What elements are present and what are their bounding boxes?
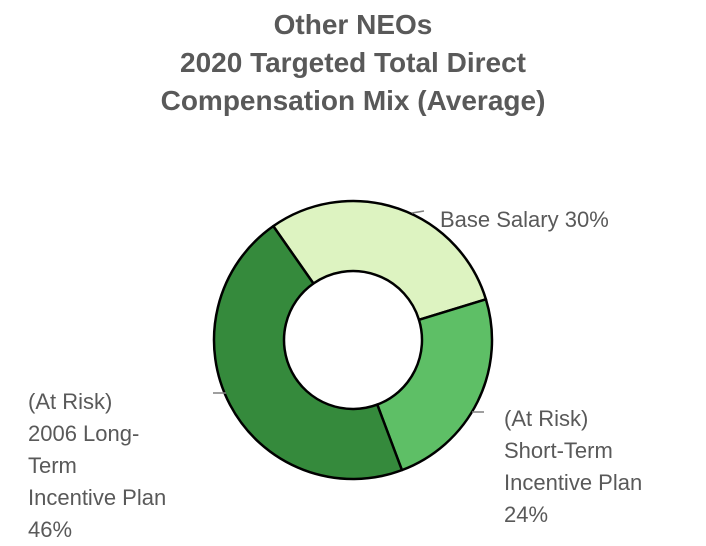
chart-title-line-3: Compensation Mix (Average) <box>160 85 546 116</box>
data-label-long-term: (At Risk) 2006 Long- Term Incentive Plan… <box>28 386 166 546</box>
label-line: 2006 Long- <box>28 421 140 446</box>
slice-base-salary <box>272 199 488 322</box>
leader-lines <box>213 210 484 413</box>
label-line: (At Risk) <box>28 389 113 414</box>
data-label-base-salary: Base Salary 30% <box>440 204 609 236</box>
slice-short-term <box>376 298 494 472</box>
label-line: (At Risk) <box>504 406 589 431</box>
label-line: Term <box>28 453 77 478</box>
label-line: Incentive Plan <box>504 470 643 495</box>
chart-title-line-1: Other NEOs <box>273 9 433 40</box>
label-line: Short-Term <box>504 438 613 463</box>
label-line: Base Salary 30% <box>440 207 609 232</box>
label-line: 24% <box>504 502 549 527</box>
chart-title-line-2: 2020 Targeted Total Direct <box>180 47 526 78</box>
chart-title: Other NEOs 2020 Targeted Total Direct Co… <box>0 6 706 120</box>
donut-slices <box>212 199 494 481</box>
data-label-short-term: (At Risk) Short-Term Incentive Plan 24% <box>504 403 642 531</box>
slice-long-term <box>212 224 404 481</box>
label-line: Incentive Plan <box>28 485 167 510</box>
leader-line-base-salary <box>411 210 425 214</box>
label-line: 46% <box>28 517 73 542</box>
